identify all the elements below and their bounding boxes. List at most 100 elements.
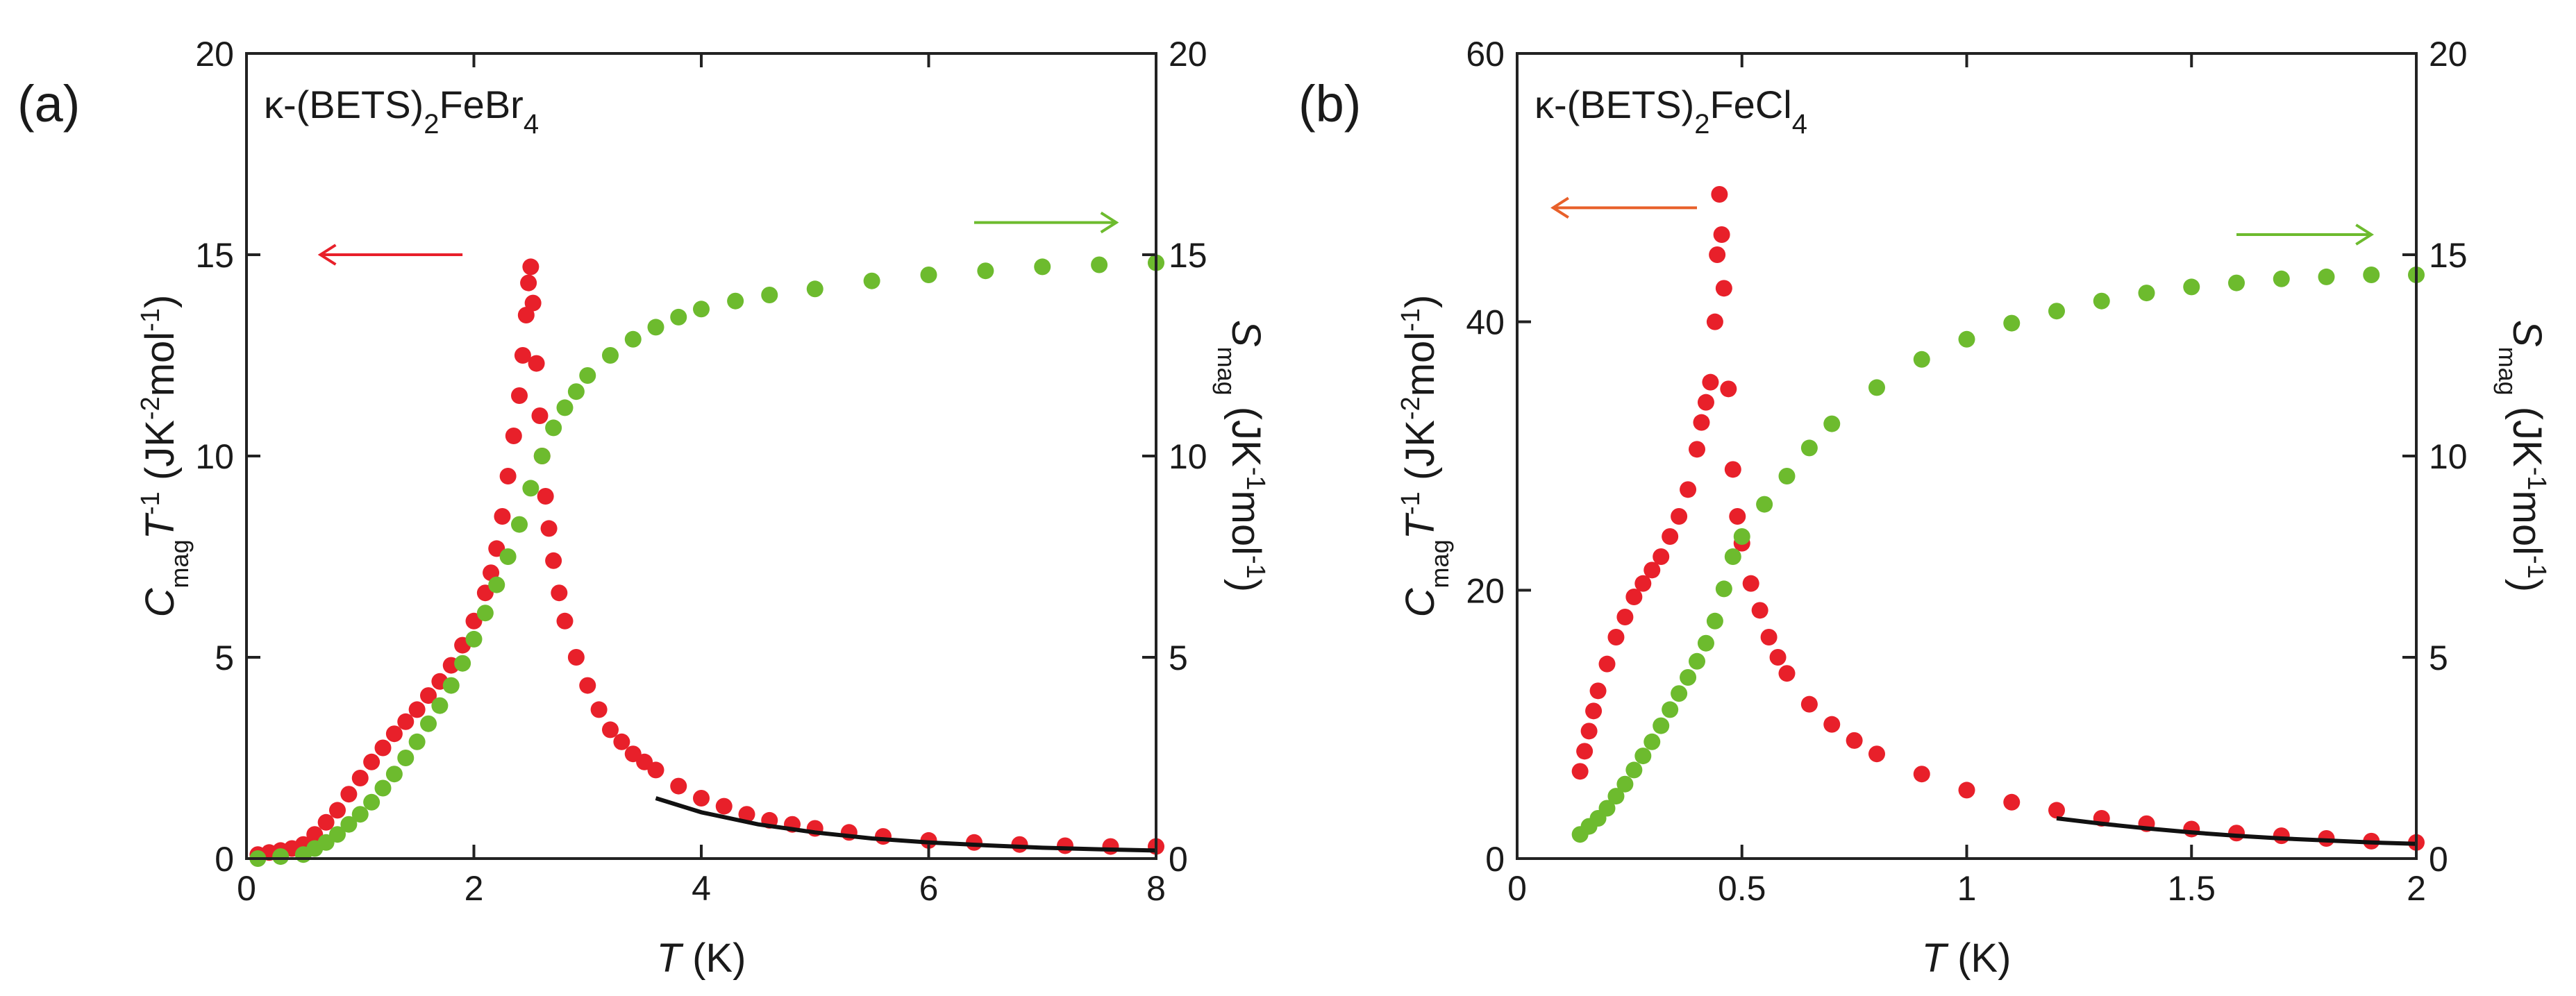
panel-b-cmag-points-point [1598, 655, 1616, 673]
panel-a-cmag-points-point [602, 721, 619, 738]
panel-a-cmag-points-point [528, 355, 545, 372]
panel-b-ytick-left-labels: 0 20 40 60 [1466, 35, 1505, 879]
panel-b-cmag-points-point [1616, 609, 1634, 625]
panel-a-smag-points-point [647, 319, 664, 336]
panel-b-xtick-label: 0.5 [1718, 869, 1766, 908]
panel-b-smag-points-point [2048, 303, 2065, 320]
panel-a-cmag-points-point [567, 649, 585, 666]
panel-b-ytick-right-label: 10 [2429, 437, 2468, 476]
panel-b-cmag-points-point [1778, 665, 1796, 682]
panel-a-smag-points-point [533, 448, 551, 464]
panel-b-smag-points-point [1724, 548, 1741, 565]
panel-a-cmag-points-point [340, 786, 358, 803]
panel-a-smag-points-point [863, 272, 880, 289]
panel-b-cmag-points-point [1713, 226, 1730, 243]
panel-b-cmag-points-point [1680, 481, 1697, 498]
panel-b-smag-points-point [1634, 748, 1652, 765]
panel-a-cmag-points-point [693, 790, 710, 807]
panel-b-smag-points-point [1706, 612, 1723, 630]
panel-a-cmag-points-point [317, 813, 335, 831]
panel-a-xtick-label: 6 [919, 869, 939, 908]
panel-b-smag-points-point [2363, 267, 2380, 283]
panel-b-cmag-points-point [1589, 682, 1607, 700]
panel-b-cmag-points-point [1671, 508, 1688, 525]
panel-a-ytick-left-label: 20 [195, 35, 234, 74]
panel-a-cmag-points-point [540, 520, 558, 537]
panel-a-cmag-points-point [522, 258, 540, 276]
panel-b-ytick-left-label: 0 [1485, 840, 1505, 879]
panel-a-ytick-left-label: 10 [195, 437, 234, 476]
panel-b-ticks [1516, 52, 2418, 860]
panel-a-cmag-points-point [520, 274, 537, 292]
panel-b-cmag-points-point [1913, 766, 1930, 783]
panel-a-smag-points-point [351, 806, 369, 823]
panel-a-smag-points-point [920, 267, 937, 283]
panel-a-smag-points [249, 254, 1164, 867]
panel-a-xtick-label: 2 [465, 869, 484, 908]
panel-b-smag-points-point [1625, 761, 1643, 779]
panel-b-smag-points-point [1616, 775, 1634, 793]
panel-b-cmag-points-point [1689, 441, 1705, 458]
panel-b-ytick-right-label: 15 [2429, 236, 2468, 275]
panel-b-smag-points-point [2093, 292, 2110, 310]
panel-b-xlabel: T (K) [1922, 936, 2012, 981]
panel-b-cmag-points-point [1729, 508, 1746, 525]
panel-a-ytick-right-label: 10 [1169, 437, 1207, 476]
panel-a-cmag-points-point [363, 753, 380, 770]
panel-a-compound-label: κ-(BETS)2FeBr4 [264, 83, 539, 140]
panel-b-arrow-right [2236, 223, 2374, 246]
panel-a: 0 2 4 6 8 0 5 10 15 20 0 5 10 15 20 (a) … [17, 35, 1270, 981]
panel-b-smag-points-point [2183, 278, 2200, 296]
panel-b-smag-points-point [1756, 496, 1773, 513]
panel-a-xtick-label: 4 [692, 869, 711, 908]
panel-a-smag-points-point [1091, 256, 1108, 273]
panel-b-smag-points-point [1868, 379, 1885, 396]
panel-b-smag-points-point [1607, 788, 1625, 805]
panel-a-xtick-label: 0 [237, 869, 256, 908]
panel-b-cmag-points-point [1868, 745, 1885, 763]
panel-b-label: (b) [1298, 75, 1361, 133]
panel-a-smag-points-point [442, 677, 460, 694]
panel-a-cmag-points-point [505, 428, 522, 444]
panel-b-smag-points-point [2273, 270, 2290, 287]
panel-a-smag-points-point [545, 419, 562, 437]
panel-a-cmag-points-point [517, 307, 535, 323]
panel-a-ylabel-right: Smag (JK-1mol-1) [1213, 320, 1271, 592]
panel-a-cmag-points-point [738, 806, 755, 823]
panel-a-smag-points-point [602, 347, 619, 364]
panel-a-cmag-points-point [647, 761, 664, 779]
panel-a-fit-line [655, 796, 1157, 853]
panel-b-cmag-points-point [1625, 589, 1643, 605]
panel-a-ytick-right-labels: 0 5 10 15 20 [1169, 35, 1207, 879]
panel-b-ytick-right-labels: 0 5 10 15 20 [2429, 35, 2468, 879]
panel-a-xtick-labels: 0 2 4 6 8 [237, 869, 1166, 908]
panel-b-cmag-points-point [1958, 782, 1975, 799]
panel-b-cmag-points-point [2273, 827, 2290, 845]
panel-b-smag-points-point [1733, 528, 1750, 545]
panel-a-cmag-points-point [590, 701, 608, 718]
panel-a-ytick-left-label: 0 [215, 840, 234, 879]
panel-a-cmag-points-point [499, 468, 517, 484]
panel-b-ylabel-left: CmagT-1 (JK-2mol-1) [1396, 295, 1454, 618]
panel-a-smag-points-point [761, 287, 778, 303]
panel-b-cmag-points-point [1653, 548, 1670, 565]
panel-a-ytick-left-label: 5 [215, 639, 234, 677]
panel-a-smag-points-point [977, 262, 994, 280]
panel-b-cmag-points [1571, 186, 2425, 851]
panel-a-smag-points-point [670, 308, 687, 326]
panel-b-arrow-left [1550, 196, 1697, 219]
panel-b-ytick-left-label: 20 [1466, 571, 1505, 610]
panel-a-cmag-points-point [329, 802, 346, 819]
panel-b-cmag-points-point [1693, 414, 1710, 431]
panel-b-cmag-points-point [1742, 575, 1759, 592]
panel-a-smag-points-point [567, 383, 585, 400]
panel-b-xtick-label: 2 [2407, 869, 2426, 908]
panel-b-compound-label: κ-(BETS)2FeCl4 [1534, 83, 1807, 140]
panel-a-smag-points-point [806, 280, 823, 298]
panel-b-xtick-label: 0 [1507, 869, 1527, 908]
panel-a-ytick-right-label: 0 [1169, 840, 1188, 879]
panel-b-cmag-points-point [1846, 732, 1863, 749]
panel-a-smag-points-point [272, 848, 290, 866]
panel-b-cmag-points-point [2048, 802, 2065, 819]
